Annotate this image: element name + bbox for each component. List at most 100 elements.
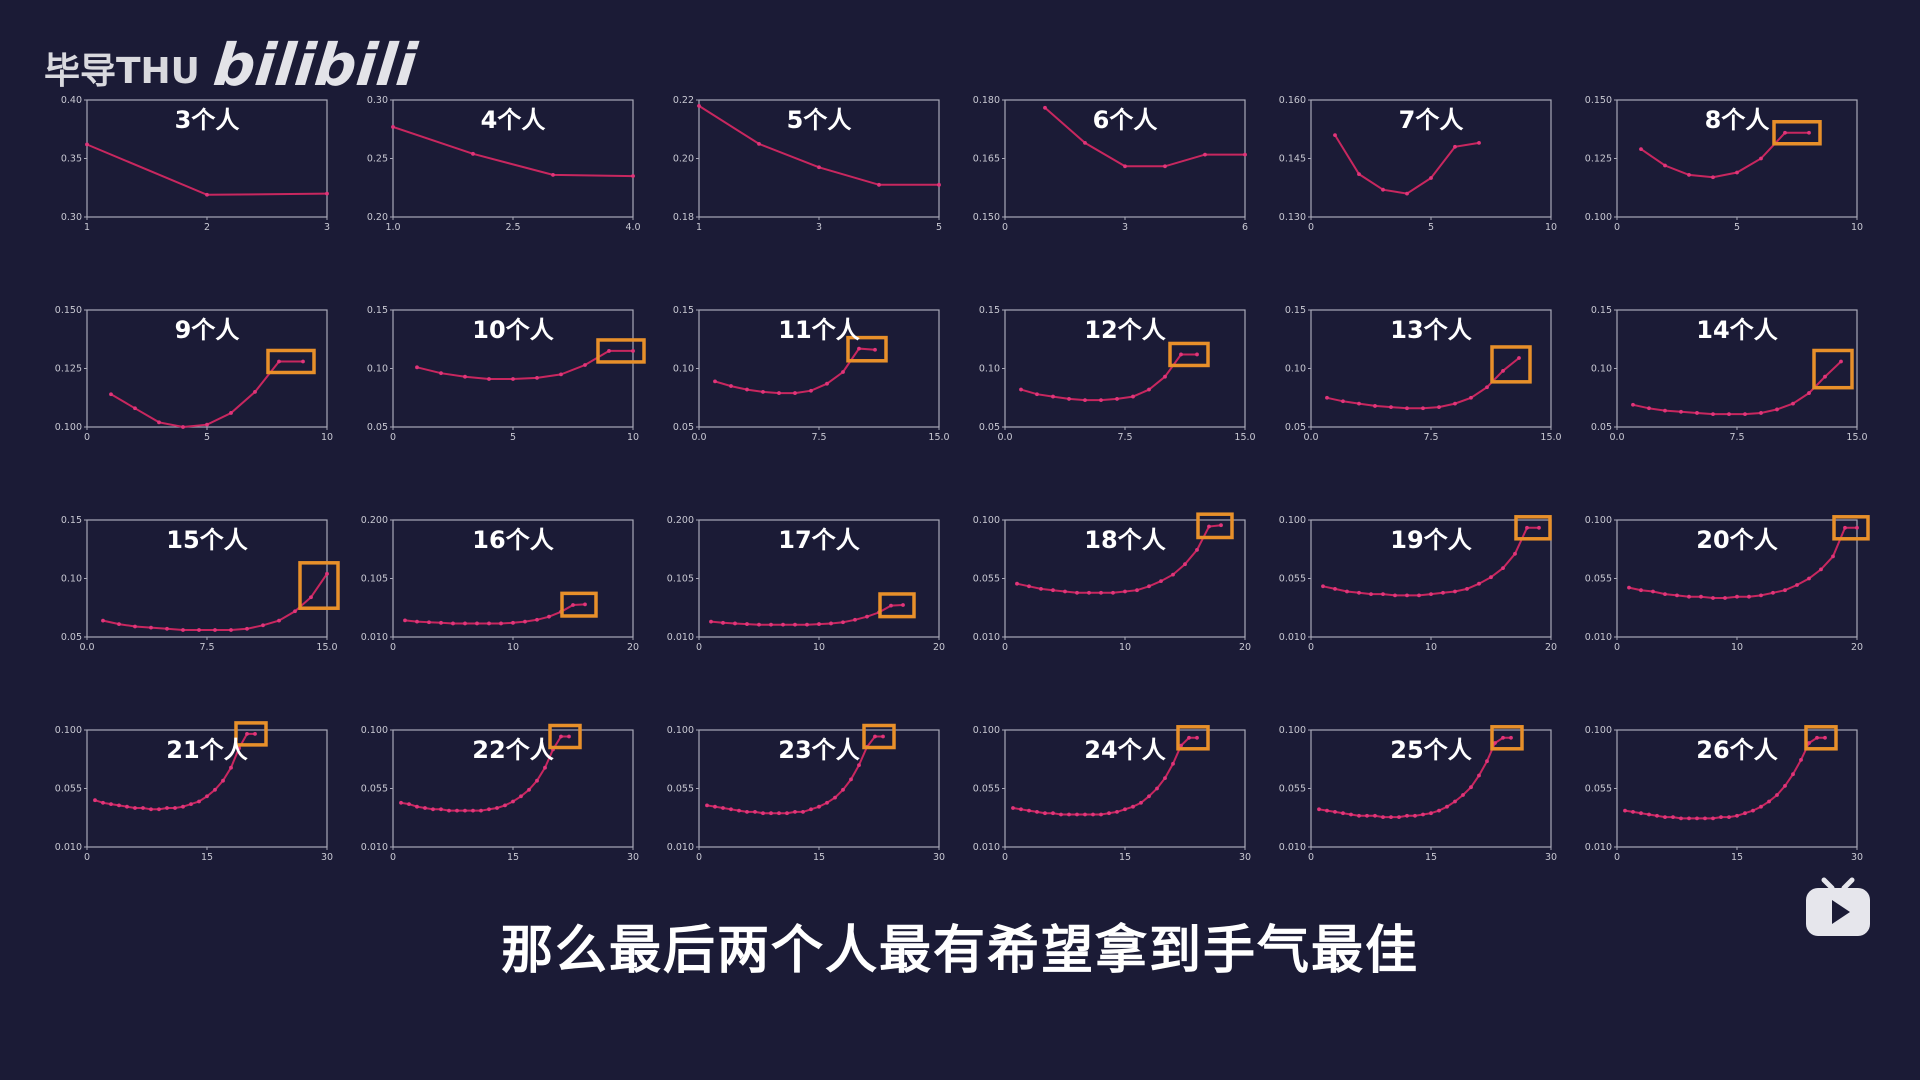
data-point bbox=[713, 379, 717, 384]
chart-panel: 0.010 0.055 0.100 0 15 30 22个人 bbox=[361, 723, 639, 863]
data-point bbox=[1663, 163, 1667, 168]
data-point bbox=[261, 623, 265, 628]
data-point bbox=[1321, 584, 1325, 589]
data-point bbox=[1461, 793, 1465, 797]
data-point bbox=[1011, 806, 1015, 810]
data-point bbox=[535, 375, 539, 380]
chart-panel: 0.010 0.055 0.100 0 15 30 21个人 bbox=[55, 721, 333, 863]
data-point bbox=[495, 806, 499, 810]
data-point bbox=[1537, 525, 1541, 530]
data-point bbox=[1421, 406, 1425, 411]
data-point bbox=[1493, 741, 1497, 745]
x-tick-label: 3 bbox=[324, 222, 330, 233]
chart-title: 14个人 bbox=[1696, 316, 1777, 344]
data-point bbox=[721, 806, 725, 810]
y-tick-label: 0.010 bbox=[1279, 842, 1306, 853]
data-point bbox=[1791, 401, 1795, 406]
data-point bbox=[1513, 551, 1517, 556]
data-point bbox=[535, 617, 539, 622]
y-tick-label: 0.150 bbox=[1585, 95, 1612, 106]
data-point bbox=[229, 411, 233, 415]
highlight-box bbox=[298, 561, 340, 610]
chart-title: 10个人 bbox=[472, 316, 553, 344]
data-point bbox=[729, 807, 733, 812]
data-point bbox=[1027, 584, 1031, 589]
y-tick-label: 0.150 bbox=[973, 212, 1000, 223]
data-point bbox=[825, 800, 829, 805]
chart-title: 12个人 bbox=[1084, 316, 1165, 344]
chart-panel: 0.05 0.10 0.15 0 5 10 10个人 bbox=[367, 305, 646, 443]
x-tick-label: 0 bbox=[1002, 642, 1008, 653]
data-point bbox=[793, 391, 797, 395]
data-point bbox=[757, 622, 761, 627]
chart-panel: 0.010 0.055 0.100 0 15 30 26个人 bbox=[1585, 725, 1863, 863]
highlight-box bbox=[266, 348, 316, 375]
data-point bbox=[1783, 784, 1787, 788]
x-tick-label: 20 bbox=[627, 642, 639, 653]
data-point bbox=[865, 614, 869, 619]
y-tick-label: 0.160 bbox=[1279, 95, 1306, 106]
data-point bbox=[1775, 793, 1779, 797]
data-point bbox=[547, 614, 551, 619]
x-tick-label: 0.0 bbox=[79, 642, 94, 653]
data-point bbox=[873, 734, 877, 739]
data-point bbox=[1429, 811, 1433, 816]
series-line bbox=[1016, 524, 1222, 594]
data-point bbox=[101, 618, 105, 623]
x-tick-label: 0.0 bbox=[691, 432, 706, 443]
data-point bbox=[1823, 735, 1827, 740]
data-point bbox=[1067, 812, 1071, 817]
highlight-box bbox=[846, 335, 888, 363]
y-tick-label: 0.10 bbox=[1285, 364, 1306, 375]
chart-panel: 0.100 0.125 0.150 0 5 10 8个人 bbox=[1585, 95, 1863, 233]
x-tick-label: 20 bbox=[933, 642, 945, 653]
data-point bbox=[1325, 395, 1329, 400]
subtitle-caption: 那么最后两个人最有希望拿到手气最佳 bbox=[500, 921, 1419, 981]
y-tick-label: 0.15 bbox=[1591, 305, 1612, 316]
chart-panel: 0.150 0.165 0.180 0 3 6 6个人 bbox=[973, 95, 1248, 233]
data-point bbox=[1059, 812, 1063, 817]
data-point bbox=[559, 734, 563, 739]
data-point bbox=[1405, 813, 1409, 818]
data-point bbox=[1179, 743, 1183, 748]
data-point bbox=[451, 621, 455, 626]
chart-title: 3个人 bbox=[175, 106, 240, 134]
data-point bbox=[1369, 592, 1373, 596]
data-point bbox=[221, 778, 225, 783]
data-point bbox=[439, 371, 443, 376]
data-point bbox=[1139, 800, 1143, 805]
data-point bbox=[853, 617, 857, 622]
y-tick-label: 0.100 bbox=[973, 515, 1000, 526]
x-tick-label: 5 bbox=[510, 432, 516, 443]
data-point bbox=[583, 363, 587, 367]
data-point bbox=[745, 810, 749, 814]
data-point bbox=[511, 799, 515, 804]
data-point bbox=[1735, 170, 1739, 175]
x-tick-label: 0 bbox=[1308, 642, 1314, 653]
data-point bbox=[1421, 812, 1425, 817]
y-tick-label: 0.22 bbox=[673, 95, 694, 106]
data-point bbox=[1647, 406, 1651, 411]
data-point bbox=[205, 794, 209, 799]
data-point bbox=[1099, 590, 1103, 595]
x-tick-label: 15 bbox=[1119, 852, 1131, 863]
data-point bbox=[309, 595, 313, 600]
data-point bbox=[399, 800, 403, 805]
highlight-box bbox=[596, 338, 646, 364]
y-tick-label: 0.25 bbox=[367, 154, 388, 165]
bilibili-tv-play-icon[interactable] bbox=[1804, 876, 1872, 938]
chart-panel: 0.010 0.055 0.100 0 10 20 19个人 bbox=[1279, 515, 1557, 653]
data-point bbox=[1679, 409, 1683, 414]
data-point bbox=[1051, 811, 1055, 816]
x-tick-label: 15.0 bbox=[1846, 432, 1867, 443]
data-point bbox=[1365, 813, 1369, 818]
highlight-box bbox=[560, 591, 598, 618]
x-tick-label: 10 bbox=[813, 642, 825, 653]
data-point bbox=[1727, 815, 1731, 819]
data-point bbox=[511, 377, 515, 381]
x-tick-label: 0 bbox=[1614, 642, 1620, 653]
y-tick-label: 0.010 bbox=[667, 632, 694, 643]
data-point bbox=[1333, 133, 1337, 138]
series-line bbox=[102, 573, 328, 631]
y-tick-label: 0.010 bbox=[361, 632, 388, 643]
